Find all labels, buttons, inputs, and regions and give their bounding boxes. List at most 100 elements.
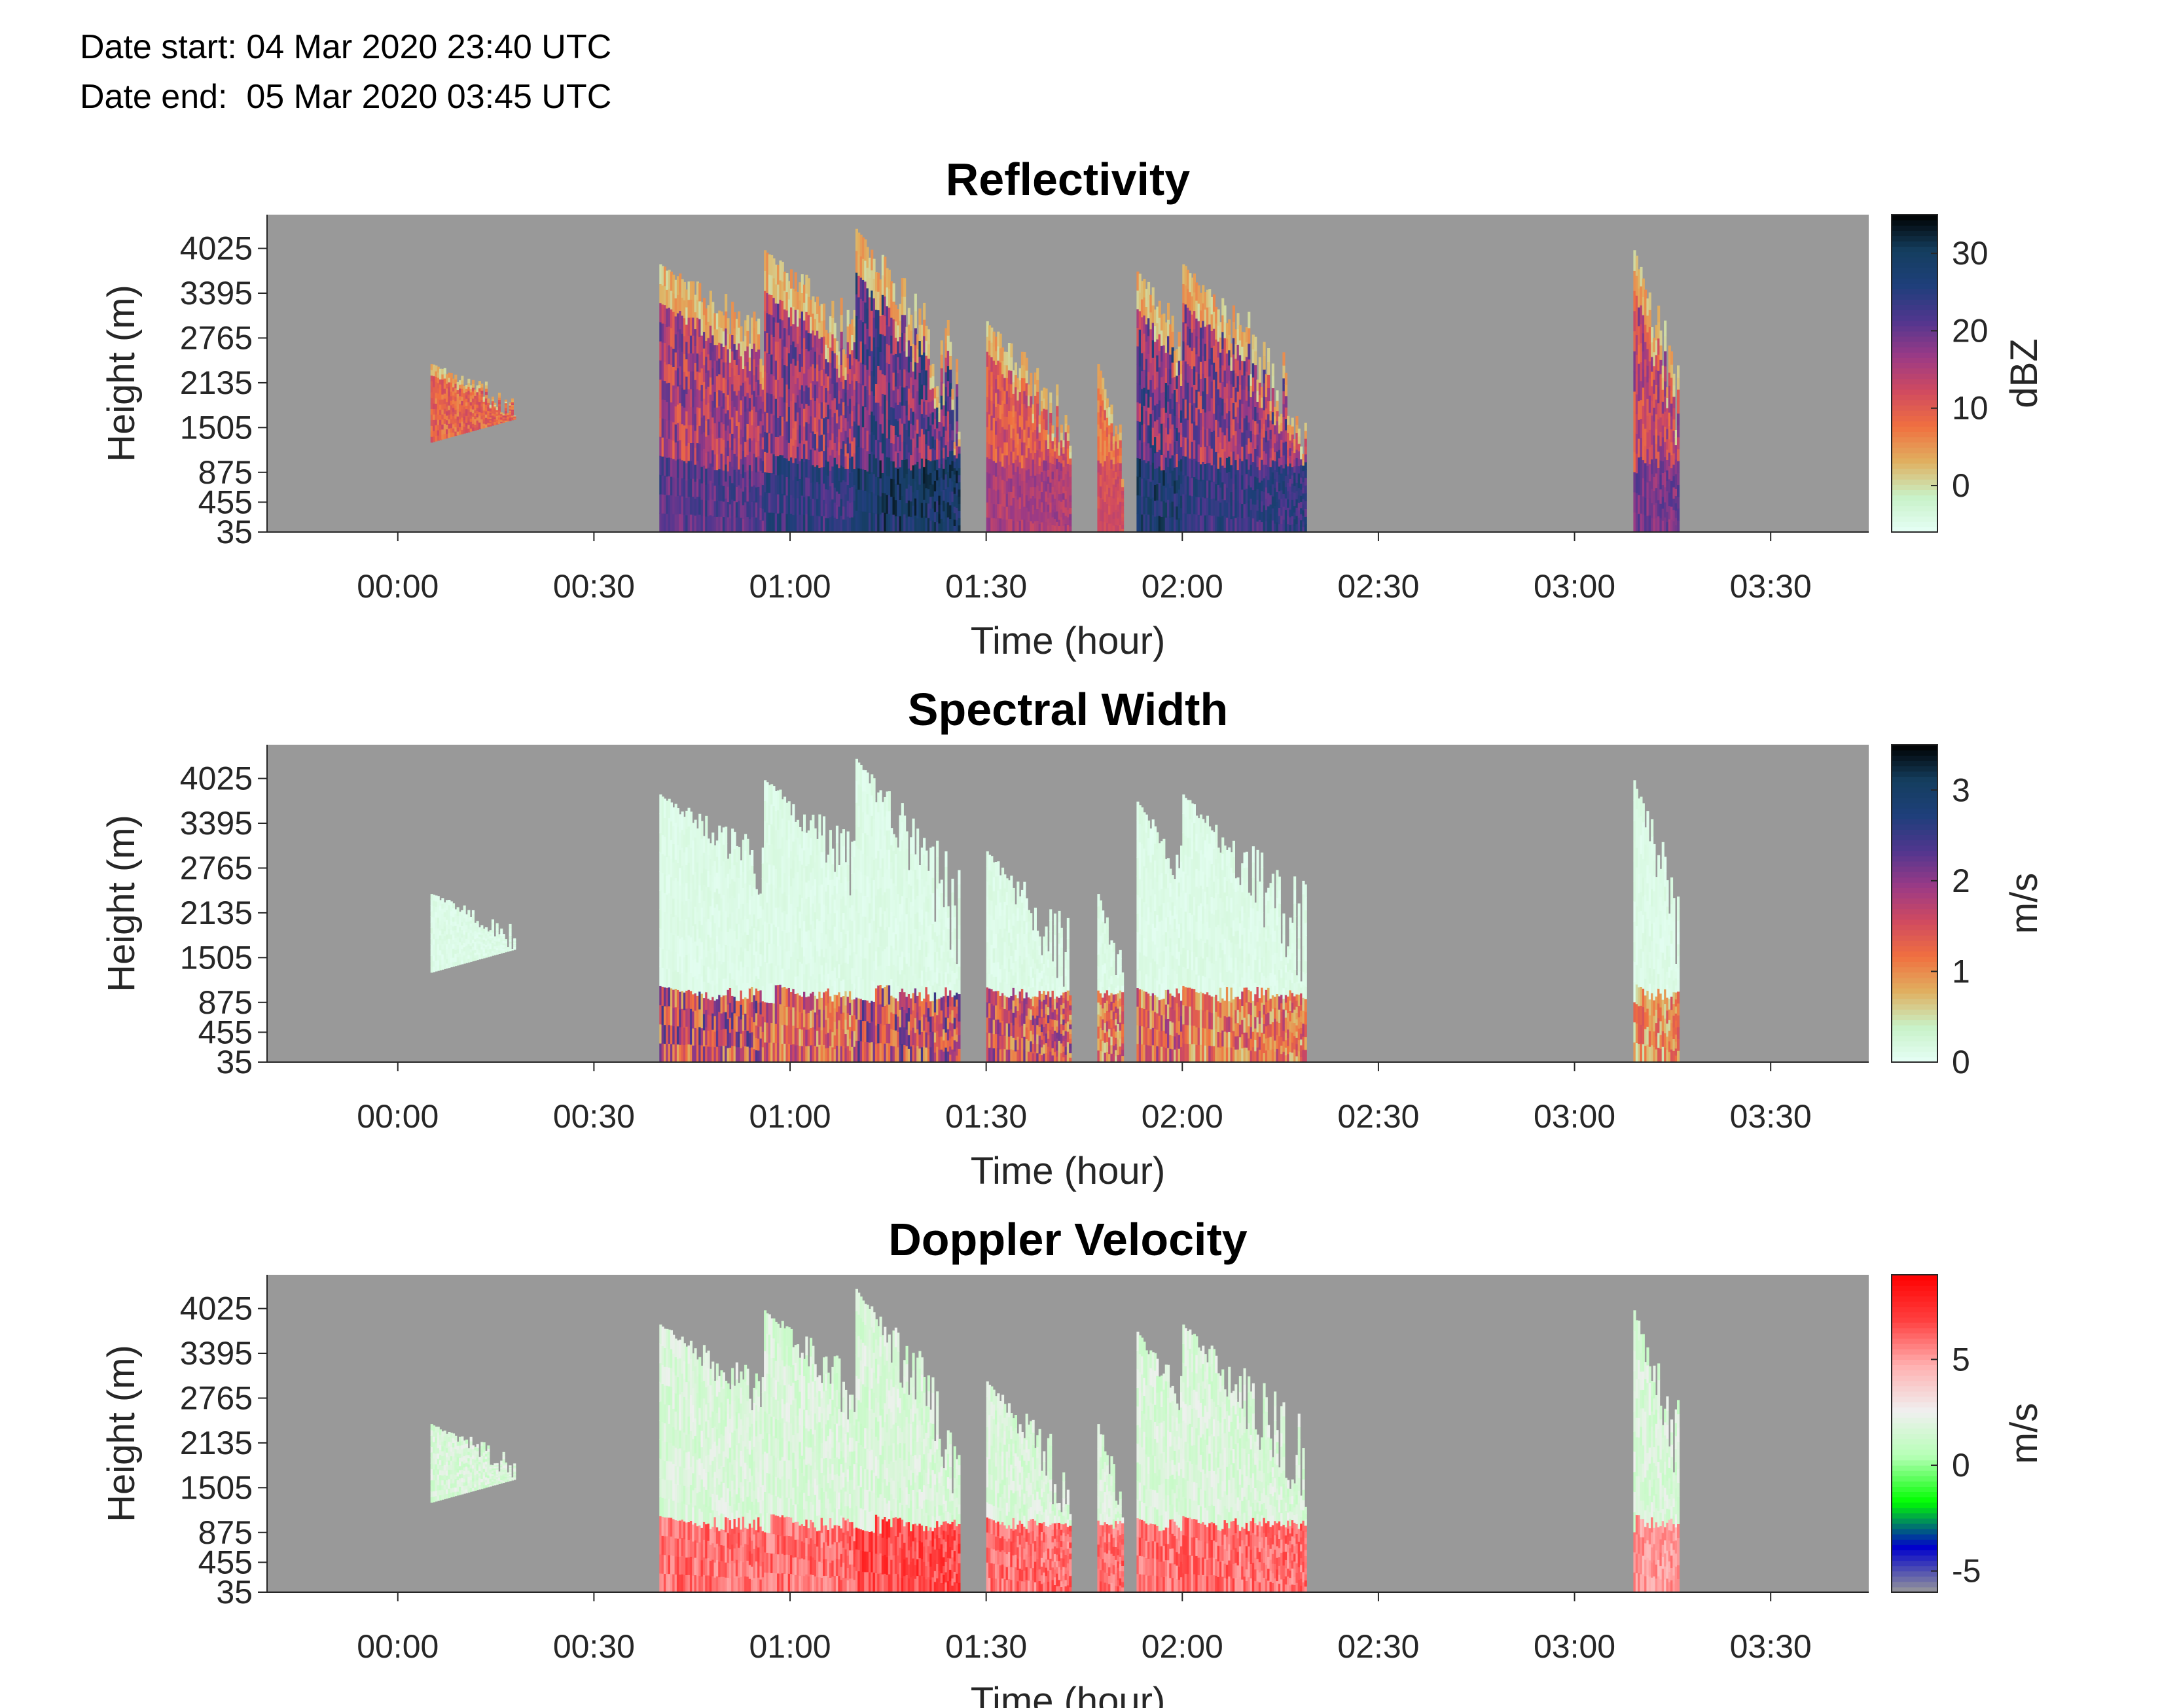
echo-pixel <box>1003 365 1007 378</box>
echo-pixel <box>792 393 795 411</box>
echo-pixel <box>1204 292 1207 310</box>
echo-pixel <box>812 465 815 482</box>
echo-pixel <box>1056 521 1059 532</box>
echo-pixel <box>833 517 837 532</box>
echo-pixel <box>727 394 730 410</box>
echo-pixel <box>997 503 1000 518</box>
echo-pixel <box>666 438 669 458</box>
echo-pixel <box>465 402 469 406</box>
echo-pixel <box>465 388 469 393</box>
echo-pixel <box>433 402 436 410</box>
echo-pixel <box>1010 505 1013 520</box>
echo-pixel <box>694 430 697 448</box>
echo-pixel <box>720 484 723 501</box>
echo-pixel <box>938 440 941 450</box>
echo-pixel <box>744 411 747 427</box>
echo-pixel <box>1151 392 1155 410</box>
echo-pixel <box>1145 306 1148 325</box>
echo-pixel <box>1189 383 1192 403</box>
echo-pixel <box>988 472 992 489</box>
echo-pixel <box>907 500 910 517</box>
echo-pixel <box>1102 499 1105 511</box>
echo-pixel <box>929 436 933 450</box>
echo-pixel <box>990 429 994 445</box>
echo-pixel <box>1151 322 1155 341</box>
echo-pixel <box>943 500 946 512</box>
echo-pixel <box>1038 432 1041 441</box>
echo-pixel <box>1197 303 1200 321</box>
echo-pixel <box>1062 499 1066 507</box>
echo-pixel <box>1164 367 1168 383</box>
echo-pixel <box>859 298 863 321</box>
echo-pixel <box>759 359 763 372</box>
echo-pixel <box>491 404 494 408</box>
echo-pixel <box>670 327 673 347</box>
echo-pixel <box>1032 450 1035 460</box>
echo-pixel <box>1174 441 1177 455</box>
echo-pixel <box>1158 515 1161 532</box>
echo-pixel <box>781 262 784 282</box>
echo-pixel <box>715 438 719 455</box>
echo-pixel <box>1143 351 1146 370</box>
echo-pixel <box>818 370 821 387</box>
echo-pixel <box>1069 457 1072 465</box>
echo-pixel <box>474 424 477 428</box>
echo-pixel <box>437 398 440 404</box>
echo-pixel <box>912 384 915 399</box>
echo-pixel <box>1066 516 1070 525</box>
echo-pixel <box>489 419 492 422</box>
echo-pixel <box>1117 518 1120 526</box>
echo-pixel <box>480 409 484 413</box>
echo-pixel <box>507 414 510 416</box>
echo-pixel <box>779 493 782 514</box>
echo-pixel <box>1066 486 1070 495</box>
echo-pixel <box>1154 389 1157 406</box>
echo-pixel <box>700 400 704 418</box>
echo-pixel <box>790 344 793 364</box>
echo-pixel <box>946 350 950 366</box>
echo-pixel <box>683 281 686 300</box>
echo-pixel <box>859 277 863 299</box>
echo-pixel <box>746 454 749 471</box>
echo-pixel <box>1199 310 1202 328</box>
echo-pixel <box>929 448 933 461</box>
echo-pixel <box>1156 338 1159 356</box>
echo-pixel <box>1018 438 1022 451</box>
echo-pixel <box>439 424 442 431</box>
echo-pixel <box>792 497 795 516</box>
echo-pixel <box>459 387 462 393</box>
echo-pixel <box>1003 377 1007 391</box>
echo-pixel <box>1064 490 1068 499</box>
echo-pixel <box>823 352 826 370</box>
echo-pixel <box>1108 514 1111 524</box>
echo-pixel <box>825 459 828 475</box>
echo-pixel <box>709 463 712 481</box>
echo-pixel <box>735 501 738 518</box>
echo-pixel <box>679 476 682 496</box>
echo-pixel <box>663 266 666 287</box>
echo-pixel <box>958 438 961 447</box>
echo-pixel <box>1027 405 1030 417</box>
echo-pixel <box>448 410 451 415</box>
echo-pixel <box>884 492 887 513</box>
echo-pixel <box>831 400 835 418</box>
echo-pixel <box>1023 416 1026 430</box>
echo-pixel <box>910 485 913 502</box>
echo-pixel <box>437 382 440 389</box>
echo-pixel <box>812 296 815 314</box>
echo-pixel <box>1112 463 1115 471</box>
echo-pixel <box>783 438 787 459</box>
echo-pixel <box>799 300 802 319</box>
echo-pixel <box>818 306 821 323</box>
echo-pixel <box>1053 525 1056 532</box>
echo-pixel <box>661 380 664 400</box>
echo-pixel <box>1001 347 1005 361</box>
echo-pixel <box>918 388 922 405</box>
echo-pixel <box>866 430 869 452</box>
echo-pixel <box>1064 524 1068 532</box>
echo-pixel <box>877 495 880 514</box>
echo-pixel <box>840 381 843 399</box>
echo-pixel <box>1180 520 1183 532</box>
echo-pixel <box>1145 427 1148 446</box>
echo-pixel <box>725 413 728 431</box>
